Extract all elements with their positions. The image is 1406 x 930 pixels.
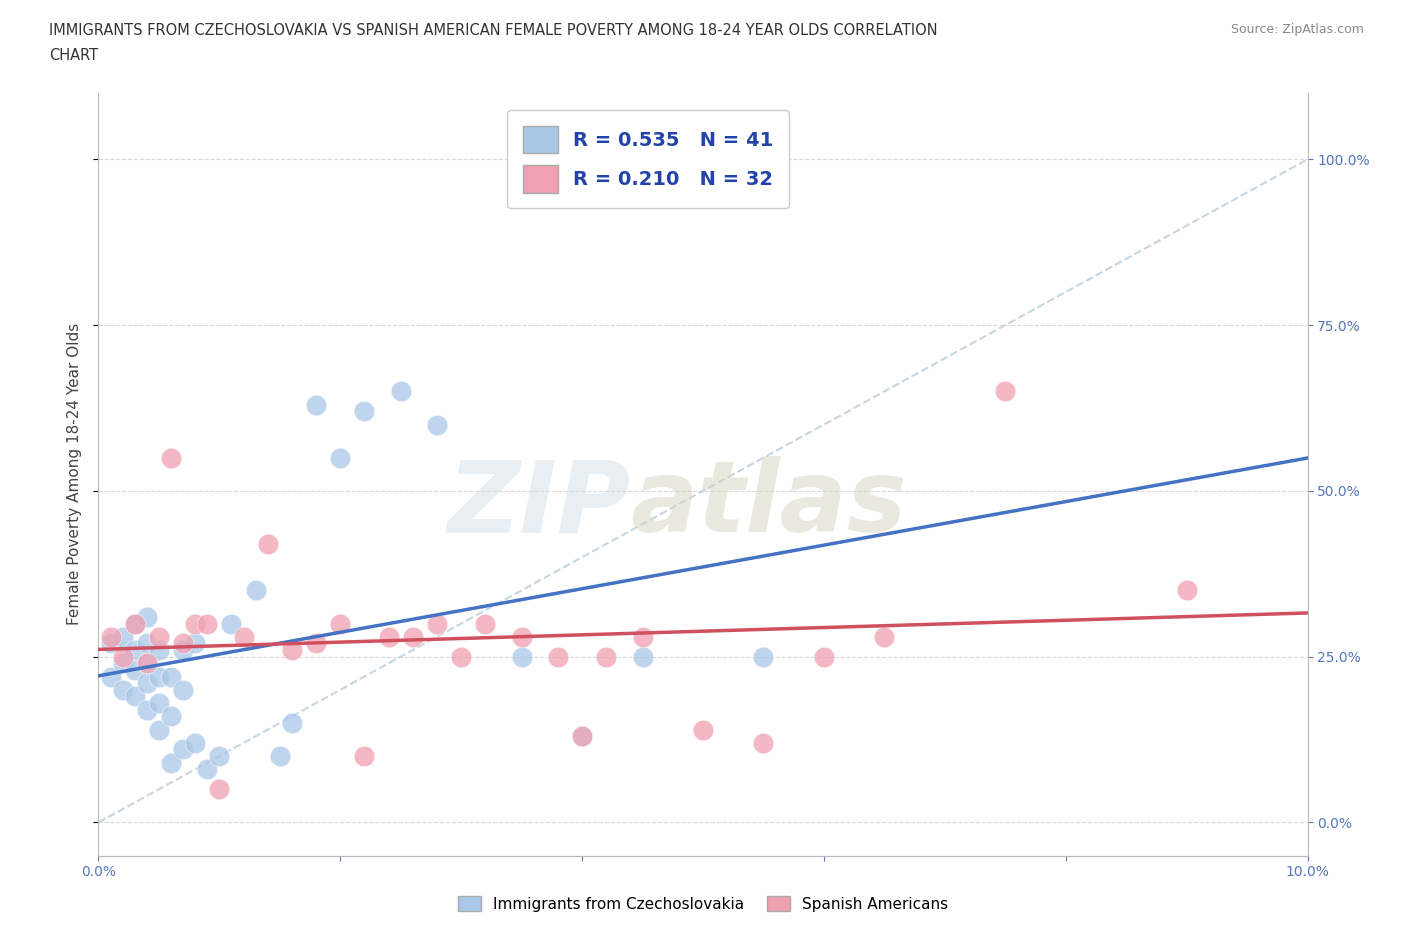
Point [281,643,304,658]
Point [305,636,328,651]
Point [160,669,183,684]
Point [111,656,134,671]
Y-axis label: Female Poverty Among 18-24 Year Olds: Female Poverty Among 18-24 Year Olds [67,324,83,626]
Point [100,630,122,644]
Point [329,616,352,631]
Point [148,696,170,711]
Point [184,736,207,751]
Point [160,450,183,465]
Point [353,404,375,418]
Text: atlas: atlas [630,457,907,553]
Point [124,616,146,631]
Point [135,656,157,671]
Point [135,656,157,671]
Point [752,649,775,664]
Legend: Immigrants from Czechoslovakia, Spanish Americans: Immigrants from Czechoslovakia, Spanish … [451,889,955,918]
Point [184,636,207,651]
Point [377,630,399,644]
Legend: R = 0.535   N = 41, R = 0.210   N = 32: R = 0.535 N = 41, R = 0.210 N = 32 [508,111,789,208]
Point [256,537,278,551]
Point [631,630,654,644]
Point [135,702,157,717]
Point [172,643,194,658]
Point [873,630,896,644]
Point [135,636,157,651]
Point [208,782,231,797]
Point [124,643,146,658]
Point [172,636,194,651]
Point [305,397,328,412]
Point [148,669,170,684]
Point [124,662,146,677]
Point [389,384,412,399]
Text: ZIP: ZIP [447,457,630,553]
Point [510,630,533,644]
Point [148,630,170,644]
Point [100,669,122,684]
Text: CHART: CHART [49,48,98,63]
Point [426,418,449,432]
Point [281,715,304,730]
Point [402,630,425,644]
Point [195,762,218,777]
Point [329,450,352,465]
Point [353,749,375,764]
Point [195,616,218,631]
Point [547,649,569,664]
Point [208,749,231,764]
Point [813,649,835,664]
Point [172,742,194,757]
Point [232,630,254,644]
Point [474,616,496,631]
Point [1175,583,1198,598]
Point [135,609,157,624]
Point [111,630,134,644]
Text: Source: ZipAtlas.com: Source: ZipAtlas.com [1230,23,1364,36]
Point [124,616,146,631]
Point [221,616,243,631]
Point [450,649,472,664]
Point [631,649,654,664]
Point [692,723,714,737]
Point [160,755,183,770]
Text: IMMIGRANTS FROM CZECHOSLOVAKIA VS SPANISH AMERICAN FEMALE POVERTY AMONG 18-24 YE: IMMIGRANTS FROM CZECHOSLOVAKIA VS SPANIS… [49,23,938,38]
Point [571,729,593,744]
Point [172,683,194,698]
Point [111,649,134,664]
Point [148,643,170,658]
Point [111,683,134,698]
Point [752,736,775,751]
Point [571,729,593,744]
Point [100,636,122,651]
Point [269,749,291,764]
Point [135,676,157,691]
Point [994,384,1017,399]
Point [426,616,449,631]
Point [595,649,617,664]
Point [160,709,183,724]
Point [245,583,267,598]
Point [510,649,533,664]
Point [148,723,170,737]
Point [184,616,207,631]
Point [124,689,146,704]
